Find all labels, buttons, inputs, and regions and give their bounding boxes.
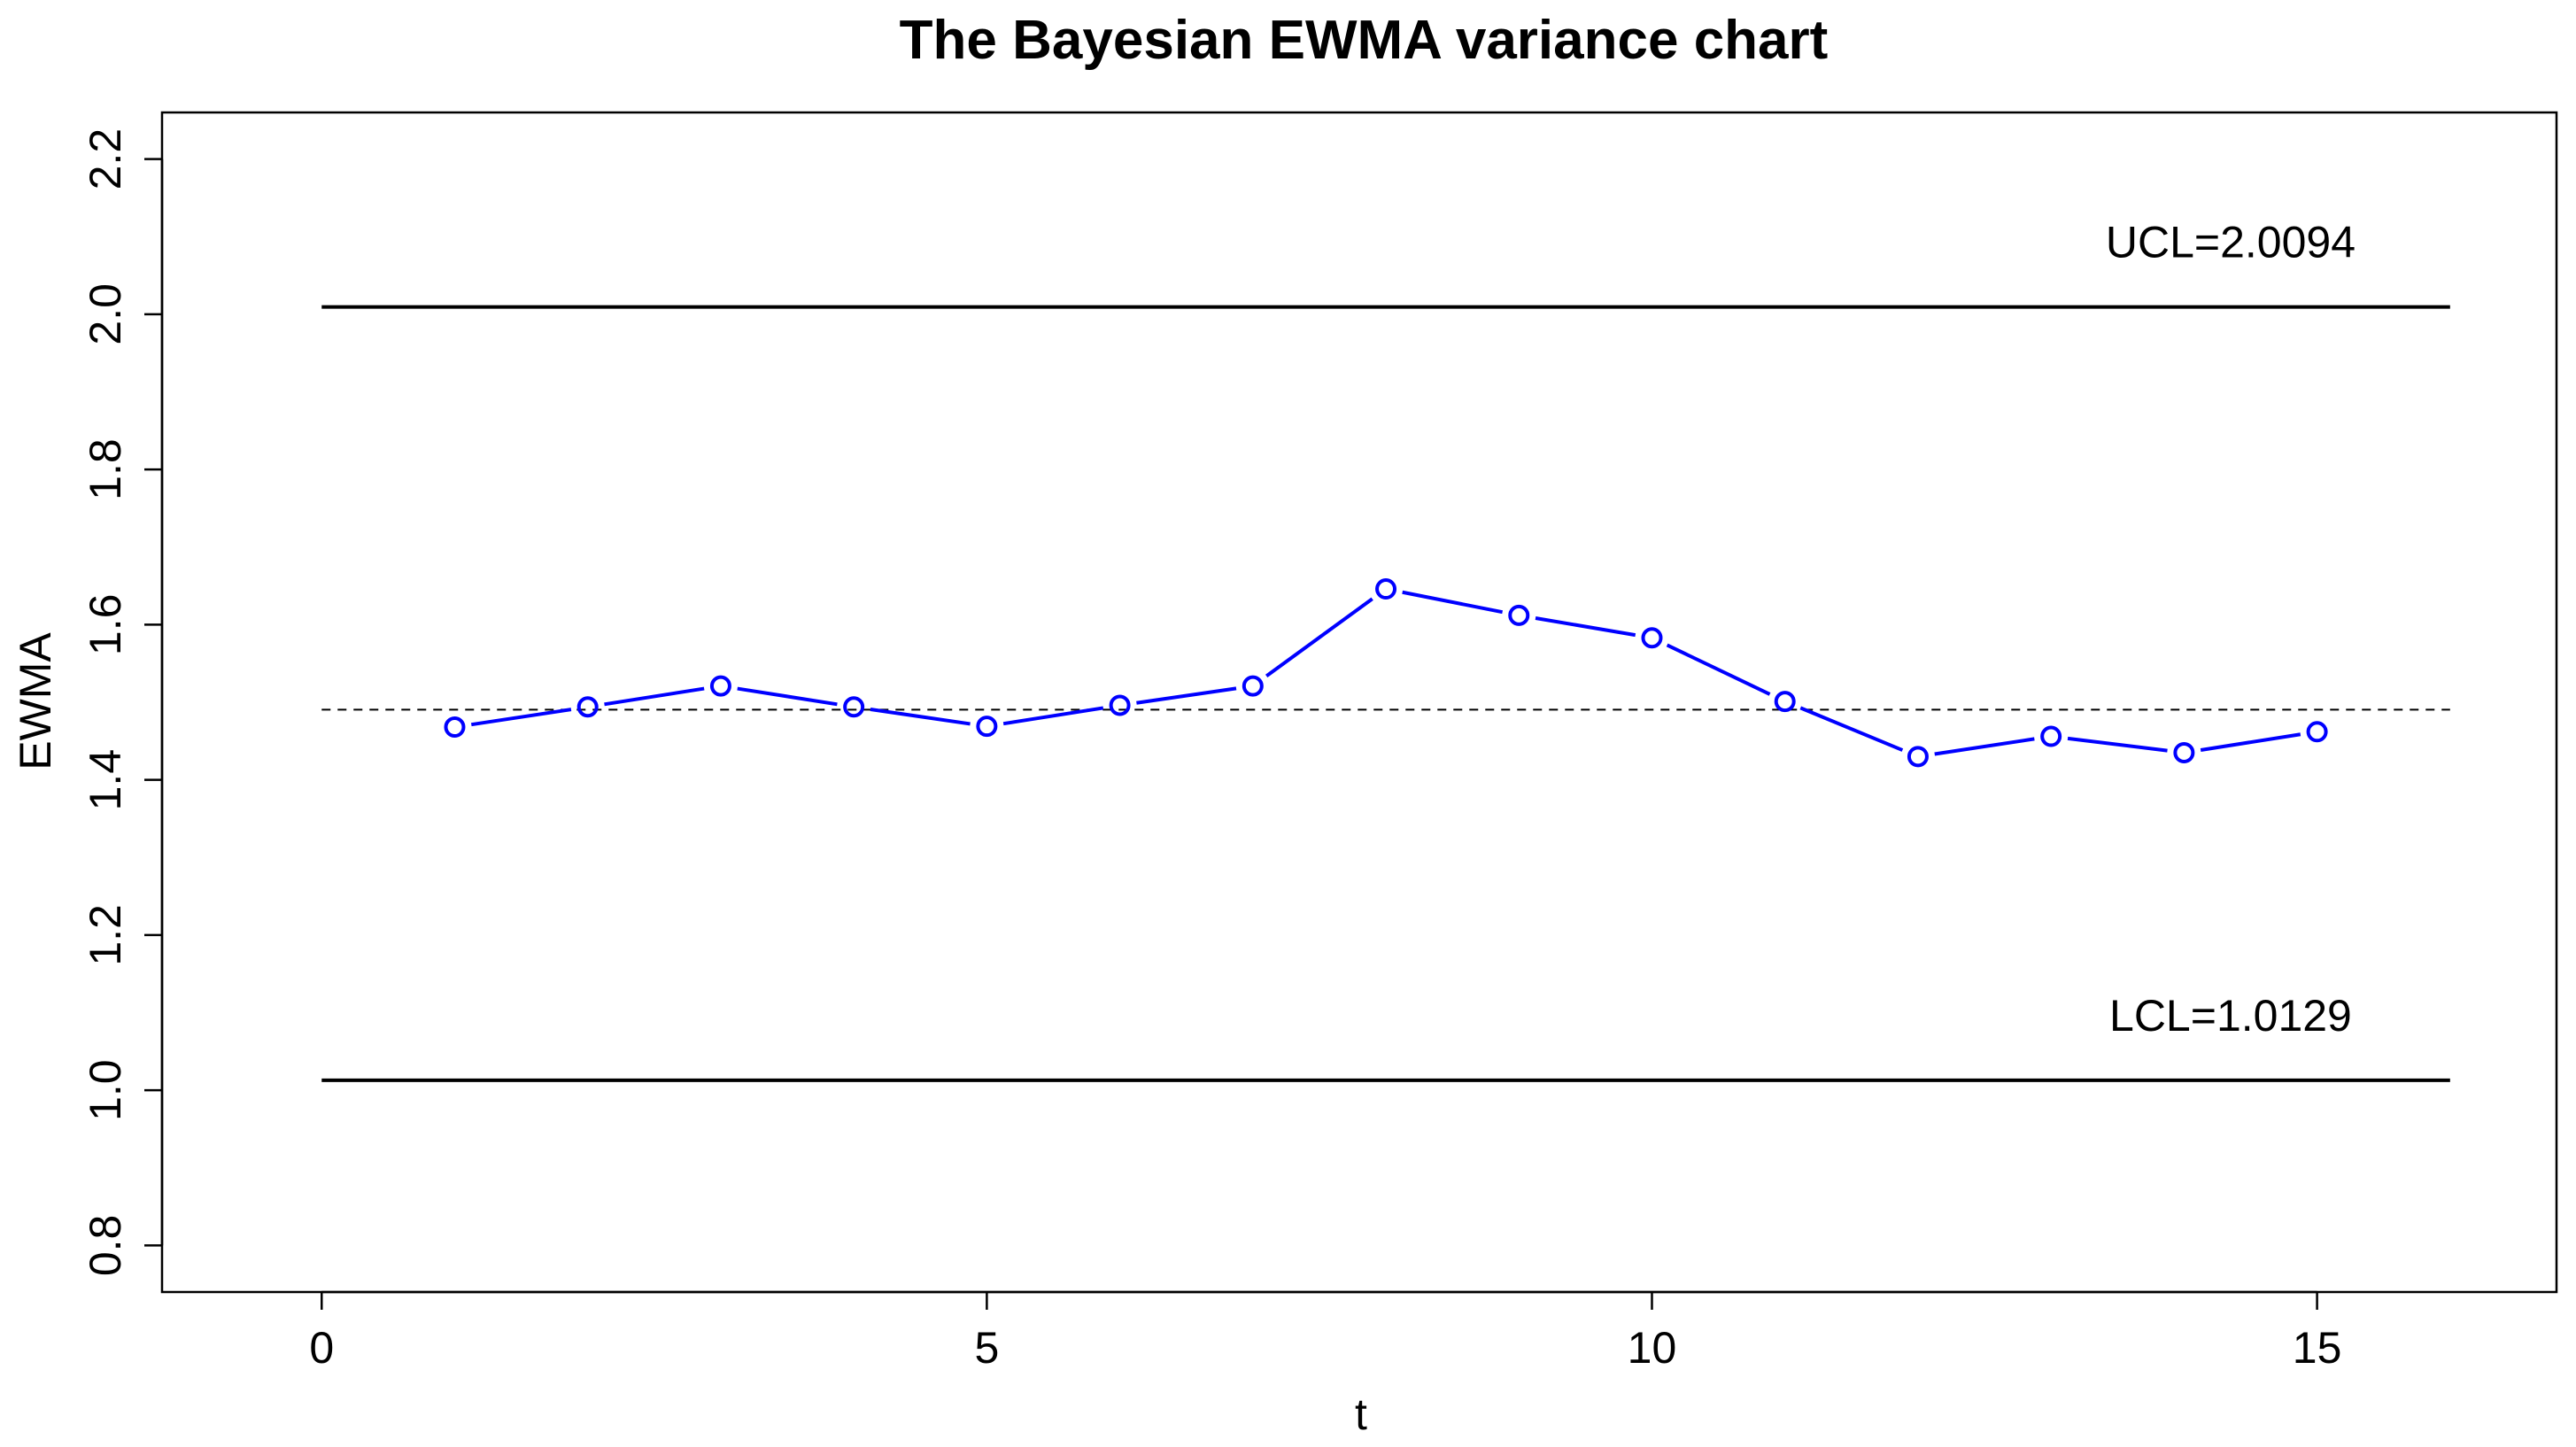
- data-point: [976, 716, 998, 738]
- data-point: [1109, 694, 1131, 716]
- y-tick-label: 2.2: [81, 128, 130, 190]
- data-point: [843, 696, 865, 718]
- y-tick-label: 1.4: [81, 749, 130, 811]
- y-axis: 0.8 1.0 1.2 1.4 1.6 1.8 2.0 2.2: [81, 128, 164, 1277]
- y-tick-label: 1.2: [81, 904, 130, 966]
- data-point: [1375, 578, 1397, 600]
- series-segment: [1799, 706, 1904, 752]
- series-segment: [604, 686, 705, 707]
- series-segment: [470, 708, 572, 727]
- y-tick-label: 1.6: [81, 594, 130, 656]
- x-axis: 0 5 10 15: [309, 1290, 2342, 1373]
- ewma-series: [444, 578, 2328, 768]
- y-axis-label: EWMA: [11, 632, 60, 770]
- series-segment: [1666, 643, 1771, 696]
- y-tick-label: 1.8: [81, 438, 130, 500]
- x-tick-label: 5: [974, 1323, 999, 1373]
- series-segment: [1002, 706, 1104, 726]
- data-point: [1774, 691, 1796, 713]
- series-segment: [1535, 616, 1636, 638]
- data-point: [709, 675, 731, 697]
- data-point: [2040, 725, 2062, 747]
- y-tick-label: 0.8: [81, 1215, 130, 1277]
- series-segment: [870, 708, 971, 726]
- control-limits: UCL=2.0094 LCL=1.0129: [321, 218, 2450, 1082]
- series-segment: [1136, 686, 1237, 705]
- series-segment: [1265, 597, 1373, 678]
- x-axis-label: t: [1355, 1389, 1367, 1439]
- data-point: [1641, 627, 1663, 649]
- series-segment: [2067, 736, 2168, 753]
- data-point: [2173, 741, 2195, 763]
- data-point: [444, 716, 466, 739]
- x-tick-label: 10: [1628, 1323, 1677, 1373]
- x-tick-label: 15: [2293, 1323, 2342, 1373]
- series-segment: [2200, 732, 2301, 752]
- chart-title: The Bayesian EWMA variance chart: [900, 10, 1829, 71]
- data-point: [1242, 675, 1264, 697]
- data-point: [2306, 721, 2328, 743]
- data-point: [576, 696, 599, 718]
- limit-label: UCL=2.0094: [2106, 218, 2356, 267]
- data-point: [1907, 746, 1929, 768]
- series-segment: [1934, 737, 2035, 756]
- y-tick-label: 1.0: [81, 1059, 130, 1121]
- series-segment: [737, 686, 838, 707]
- series-segment: [1402, 590, 1504, 615]
- y-tick-label: 2.0: [81, 283, 130, 345]
- data-point: [1508, 604, 1530, 626]
- limit-label: LCL=1.0129: [2109, 991, 2352, 1041]
- plot-frame: [160, 111, 2558, 1294]
- x-tick-label: 0: [309, 1323, 334, 1373]
